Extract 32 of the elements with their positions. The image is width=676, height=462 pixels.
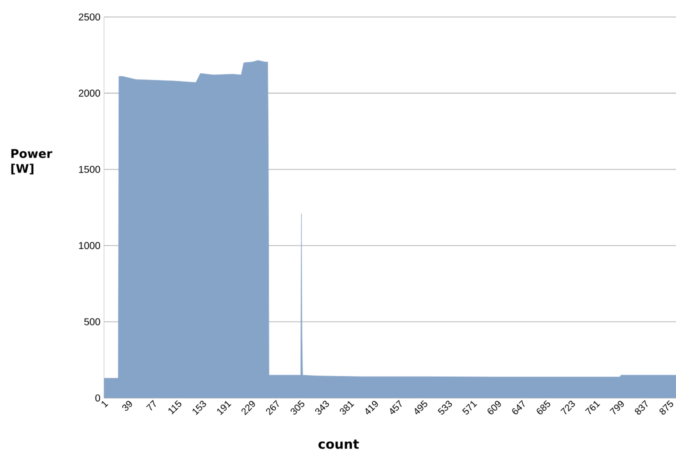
x-tick-label: 153	[192, 400, 206, 415]
y-tick-label: 500	[84, 318, 100, 326]
x-tick-label: 875	[659, 400, 674, 415]
x-tick-label: 343	[315, 400, 329, 415]
y-tick-label: 1000	[79, 242, 100, 250]
y-tick-label: 2000	[78, 90, 100, 97]
x-tick-label: 495	[414, 400, 428, 414]
x-tick-label: 685	[536, 400, 550, 414]
x-tick-label: 1	[102, 401, 108, 408]
x-tick-label: 77	[146, 400, 156, 411]
x-tick-label: 571	[462, 401, 478, 414]
x-tick-label: 799	[610, 400, 624, 414]
y-axis-title: Power [W]	[11, 149, 52, 174]
x-tick-label: 229	[242, 400, 255, 416]
x-tick-label: 381	[340, 401, 354, 415]
x-axis-title: count	[318, 440, 359, 449]
x-tick-label: 609	[488, 400, 501, 414]
x-tick-label: 305	[290, 400, 304, 415]
y-tick-label: 2500	[78, 13, 100, 21]
y-tick-label: 0	[95, 394, 100, 402]
x-tick-label: 647	[512, 400, 525, 414]
x-tick-label: 419	[366, 400, 378, 414]
x-tick-label: 723	[560, 400, 575, 414]
x-tick-label: 267	[266, 400, 279, 416]
x-tick-label: 191	[217, 401, 232, 415]
x-tick-label: 761	[585, 401, 600, 414]
x-tick-label: 39	[122, 400, 132, 411]
x-tick-label: 115	[168, 400, 182, 414]
x-tick-label: 457	[390, 400, 402, 414]
x-tick-label: 837	[634, 400, 648, 415]
y-tick-label: 1500	[79, 166, 100, 173]
x-tick-label: 533	[438, 400, 452, 415]
